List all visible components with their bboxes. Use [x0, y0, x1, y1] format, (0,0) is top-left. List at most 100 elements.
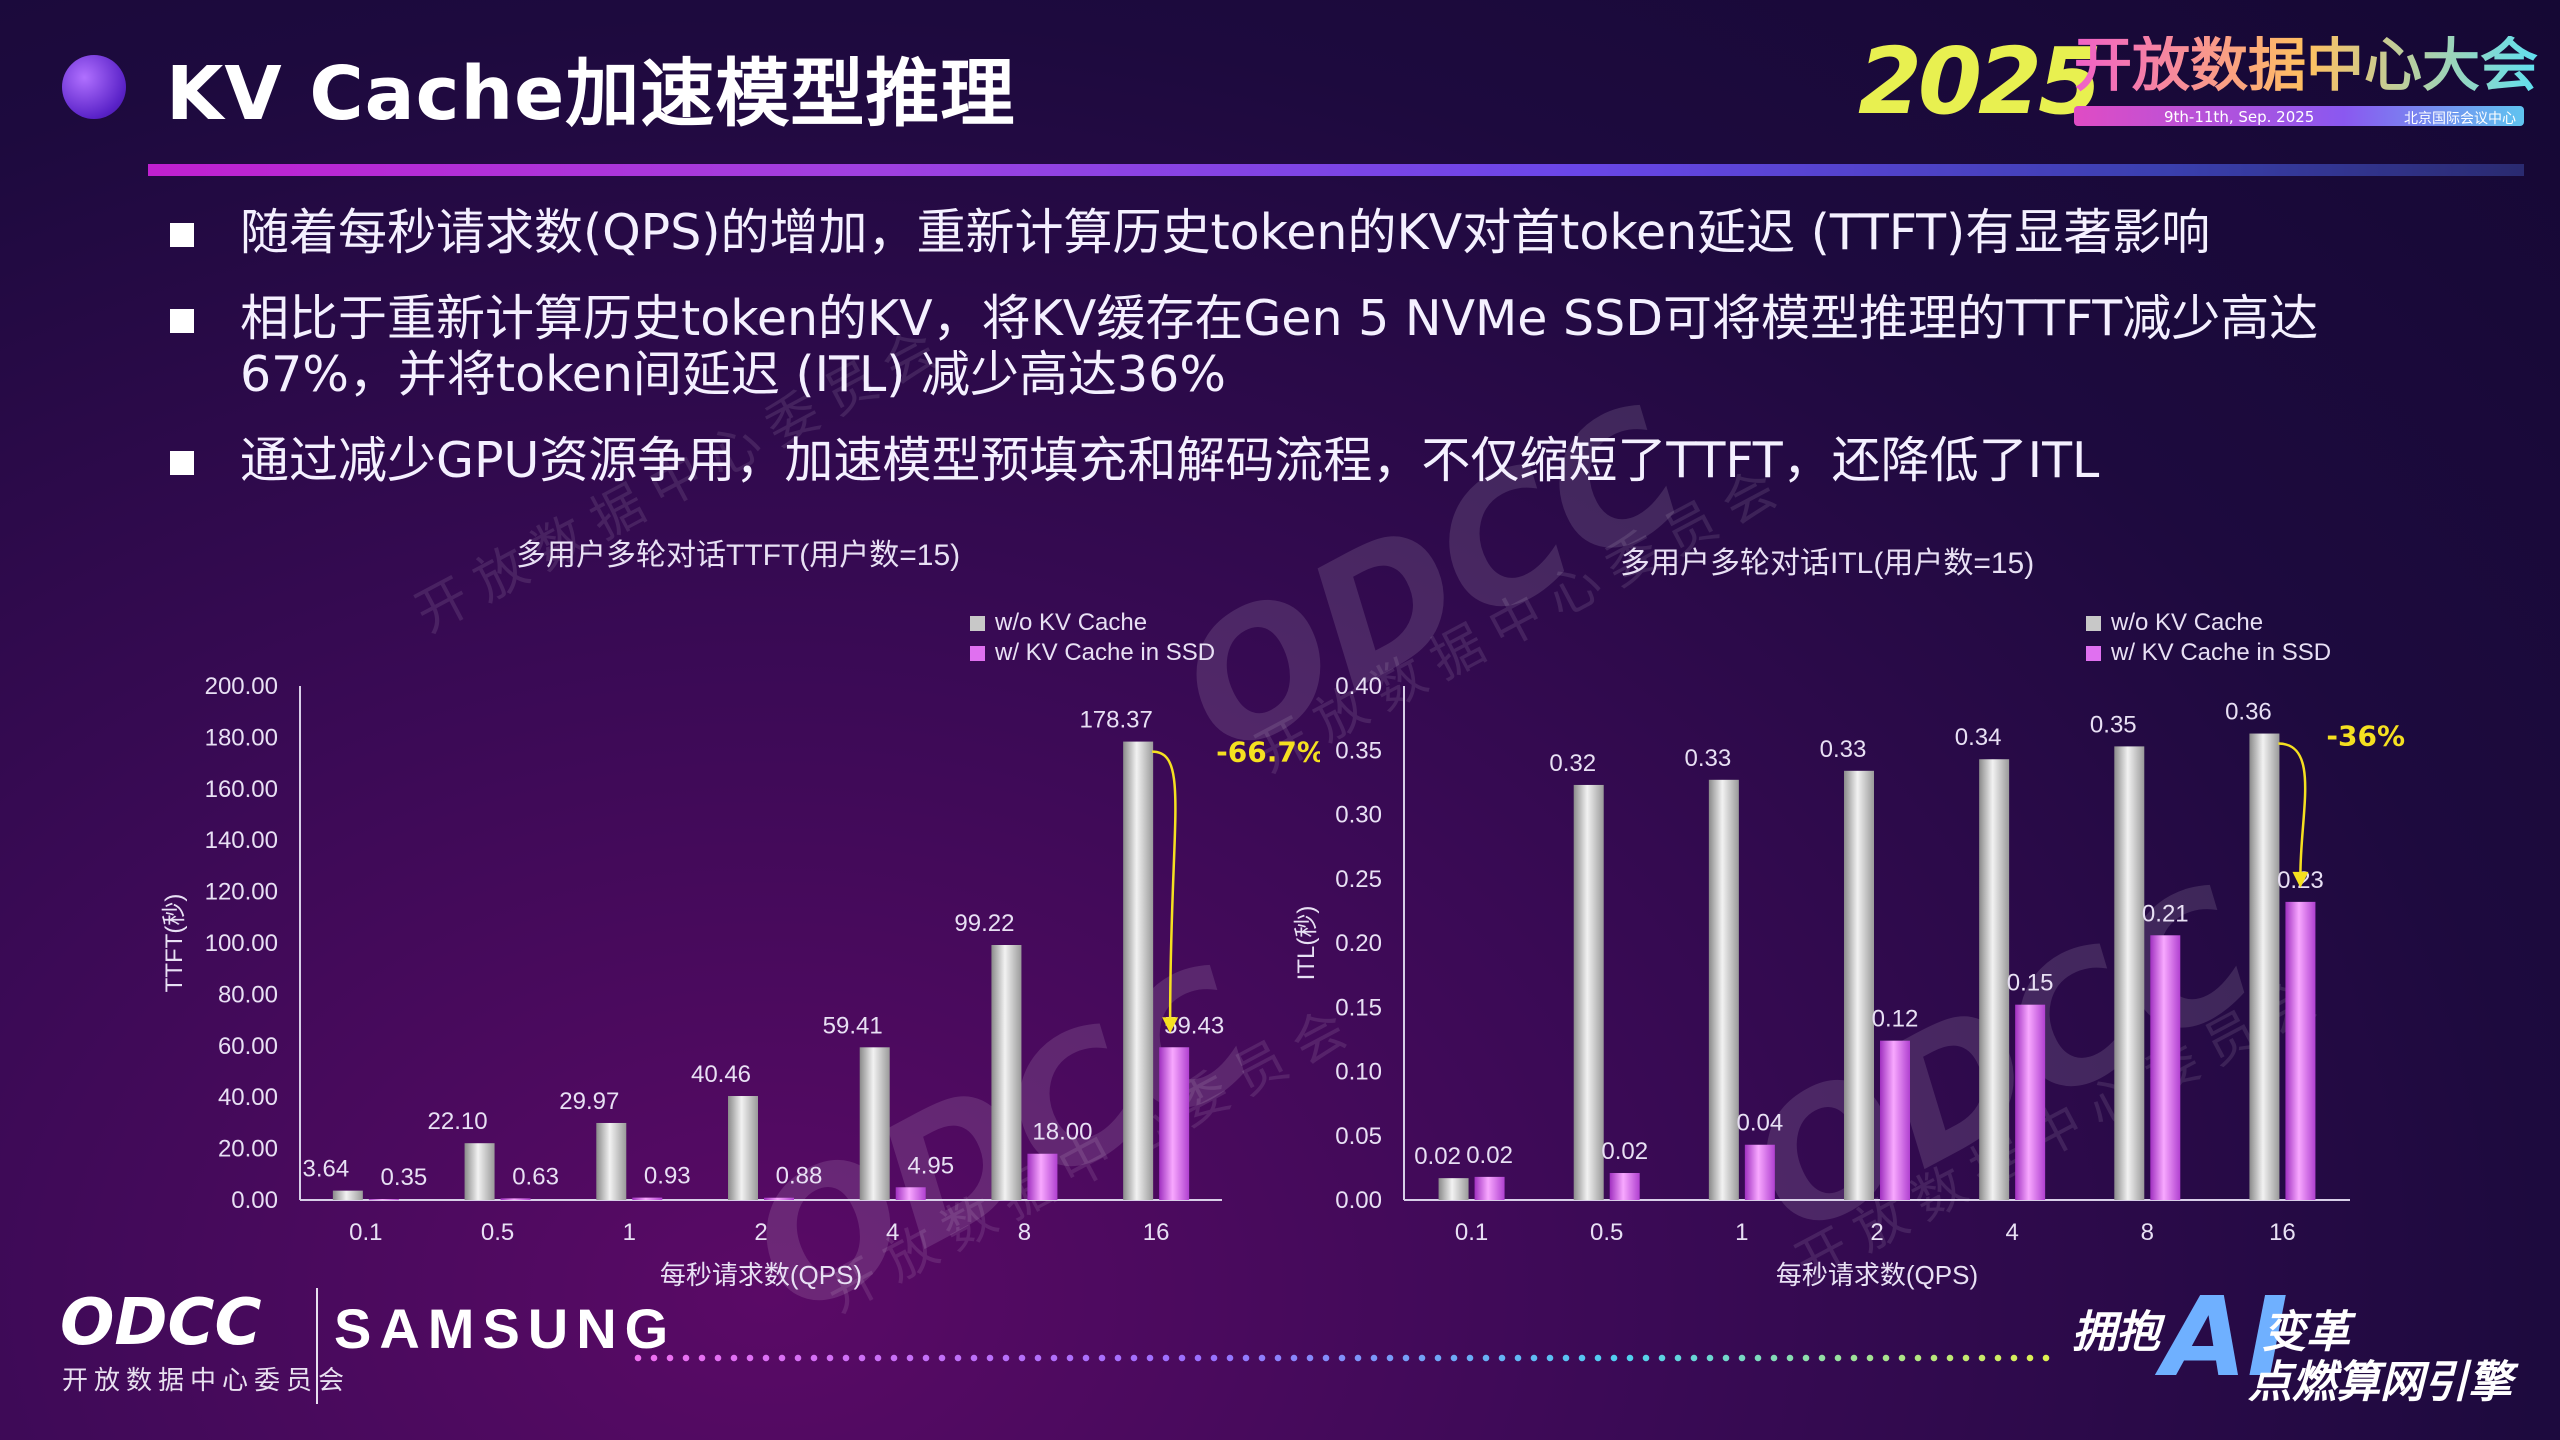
footer-divider: [316, 1288, 318, 1404]
x-axis-label: 每秒请求数(QPS): [660, 1260, 862, 1290]
slogan-ai: AI: [2162, 1273, 2289, 1401]
y-tick-label: 0.00: [1335, 1187, 1382, 1214]
data-label: 0.88: [776, 1163, 823, 1190]
bar-without-kv-cache: [1979, 759, 2010, 1200]
x-tick-label: 8: [1018, 1219, 1031, 1246]
bar-with-kv-cache-ssd: [2150, 935, 2181, 1200]
legend-swatch: [970, 646, 985, 661]
data-label: 0.32: [1549, 750, 1596, 777]
data-label: 0.12: [1872, 1006, 1919, 1033]
bullet-item: 通过减少GPU资源争用，加速模型预填充和解码流程，不仅缩短了TTFT，还降低了I…: [168, 433, 2458, 489]
bar-without-kv-cache: [2114, 746, 2145, 1200]
x-tick-label: 0.5: [481, 1219, 514, 1246]
bar-with-kv-cache-ssd: [1027, 1153, 1058, 1200]
data-label: 0.93: [644, 1163, 691, 1190]
x-tick-label: 16: [2269, 1219, 2296, 1246]
y-tick-label: 0.40: [1335, 673, 1382, 700]
bar-with-kv-cache-ssd: [1474, 1176, 1505, 1200]
logo-name: 开放数据中心大会: [2074, 31, 2539, 99]
logo-location: 北京国际会议中心: [2404, 111, 2516, 127]
bar-without-kv-cache: [1708, 779, 1739, 1200]
y-tick-label: 0.25: [1335, 866, 1382, 893]
ttft-chart: 多用户多轮对话TTFT(用户数=15) w/o KV Cache w/ KV Cac…: [140, 520, 1320, 1310]
y-tick-label: 0.00: [231, 1187, 278, 1214]
bar-without-kv-cache: [1438, 1178, 1469, 1200]
x-tick-label: 0.1: [349, 1219, 382, 1246]
data-label: 0.34: [1955, 724, 2002, 751]
bar-with-kv-cache-ssd: [500, 1198, 531, 1200]
y-tick-label: 0.35: [1335, 737, 1382, 764]
x-tick-label: 8: [2141, 1219, 2154, 1246]
annotation-label: -66.7%: [1216, 736, 1320, 769]
bar-without-kv-cache: [464, 1143, 495, 1200]
slogan-part-1: 拥抱: [2072, 1307, 2160, 1358]
bullet-item: 相比于重新计算历史token的KV，将KV缓存在Gen 5 NVMe SSD可将…: [168, 291, 2458, 403]
annotation-arrow: [1152, 750, 1177, 1020]
y-tick-label: 180.00: [205, 724, 278, 751]
data-label: 178.37: [1079, 707, 1152, 734]
y-tick-label: 160.00: [205, 776, 278, 803]
bar-without-kv-cache: [1573, 784, 1604, 1200]
y-tick-label: 0.15: [1335, 994, 1382, 1021]
data-label: 18.00: [1032, 1119, 1092, 1146]
bar-without-kv-cache: [1844, 770, 1874, 1200]
samsung-logo: SAMSUNG: [334, 1297, 677, 1360]
y-tick-label: 200.00: [205, 673, 278, 700]
y-tick-label: 0.30: [1335, 802, 1382, 829]
data-label: 99.22: [954, 910, 1014, 937]
y-tick-label: 120.00: [205, 879, 278, 906]
y-tick-label: 100.00: [205, 930, 278, 957]
x-tick-label: 1: [623, 1219, 636, 1246]
legend-swatch: [2086, 646, 2101, 661]
bar-without-kv-cache: [991, 945, 1022, 1200]
slogan-part-3: 点燃算网引擎: [2248, 1357, 2512, 1408]
bar-with-kv-cache-ssd: [1609, 1173, 1640, 1200]
legend-swatch: [970, 616, 985, 631]
itl-chart: 多用户多轮对话ITL(用户数=15) w/o KV Cache w/ KV Cach…: [1280, 520, 2410, 1310]
bar-with-kv-cache-ssd: [1159, 1047, 1190, 1200]
x-tick-label: 0.1: [1455, 1219, 1488, 1246]
x-tick-label: 4: [886, 1219, 899, 1246]
chart-svg: 多用户多轮对话TTFT(用户数=15) w/o KV Cache w/ KV Cac…: [161, 539, 1320, 1290]
data-label: 0.35: [380, 1164, 427, 1191]
annotation-arrowhead: [1162, 1017, 1179, 1034]
data-label: 29.97: [559, 1088, 619, 1115]
y-tick-label: 0.20: [1335, 930, 1382, 957]
bar-with-kv-cache-ssd: [368, 1199, 399, 1201]
bar-with-kv-cache-ssd: [764, 1197, 794, 1200]
annotation-arrowhead: [2292, 871, 2309, 888]
data-label: 4.95: [907, 1152, 954, 1179]
y-tick-label: 80.00: [218, 981, 278, 1008]
bar-with-kv-cache-ssd: [2015, 1004, 2046, 1200]
data-label: 0.21: [2142, 900, 2189, 927]
data-label: 0.63: [512, 1163, 559, 1190]
data-label: 0.04: [1736, 1110, 1783, 1137]
footer-dotted-line: [630, 1354, 2050, 1362]
data-label: 0.33: [1820, 736, 1867, 763]
bar-with-kv-cache-ssd: [632, 1197, 663, 1200]
slogan-part-2: 变革: [2262, 1307, 2350, 1358]
chart-title: 多用户多轮对话TTFT(用户数=15): [516, 539, 960, 572]
bar-without-kv-cache: [1123, 741, 1154, 1200]
x-tick-label: 16: [1143, 1219, 1170, 1246]
y-tick-label: 140.00: [205, 827, 278, 854]
data-label: 0.35: [2090, 711, 2137, 738]
data-label: 0.02: [1414, 1143, 1461, 1170]
bar-without-kv-cache: [2249, 733, 2280, 1200]
annotation-arrow: [2278, 742, 2307, 874]
data-label: 40.46: [691, 1061, 751, 1088]
data-label: 59.43: [1164, 1012, 1224, 1039]
data-label: 0.15: [2007, 970, 2054, 997]
bar-with-kv-cache-ssd: [2285, 901, 2316, 1200]
bar-with-kv-cache-ssd: [1880, 1040, 1910, 1200]
data-label: 0.33: [1684, 745, 1731, 772]
bar-without-kv-cache: [728, 1096, 758, 1200]
legend-label: w/o KV Cache: [994, 609, 1147, 636]
y-tick-label: 60.00: [218, 1033, 278, 1060]
logo-year: 2025: [1858, 28, 2102, 135]
bullet-list: 随着每秒请求数(QPS)的增加，重新计算历史token的KV对首token延迟 …: [168, 205, 2458, 519]
bar-without-kv-cache: [859, 1047, 890, 1200]
odcc-logo: ODCC: [60, 1286, 262, 1360]
data-label: 0.36: [2225, 699, 2272, 726]
x-tick-label: 2: [754, 1219, 767, 1246]
